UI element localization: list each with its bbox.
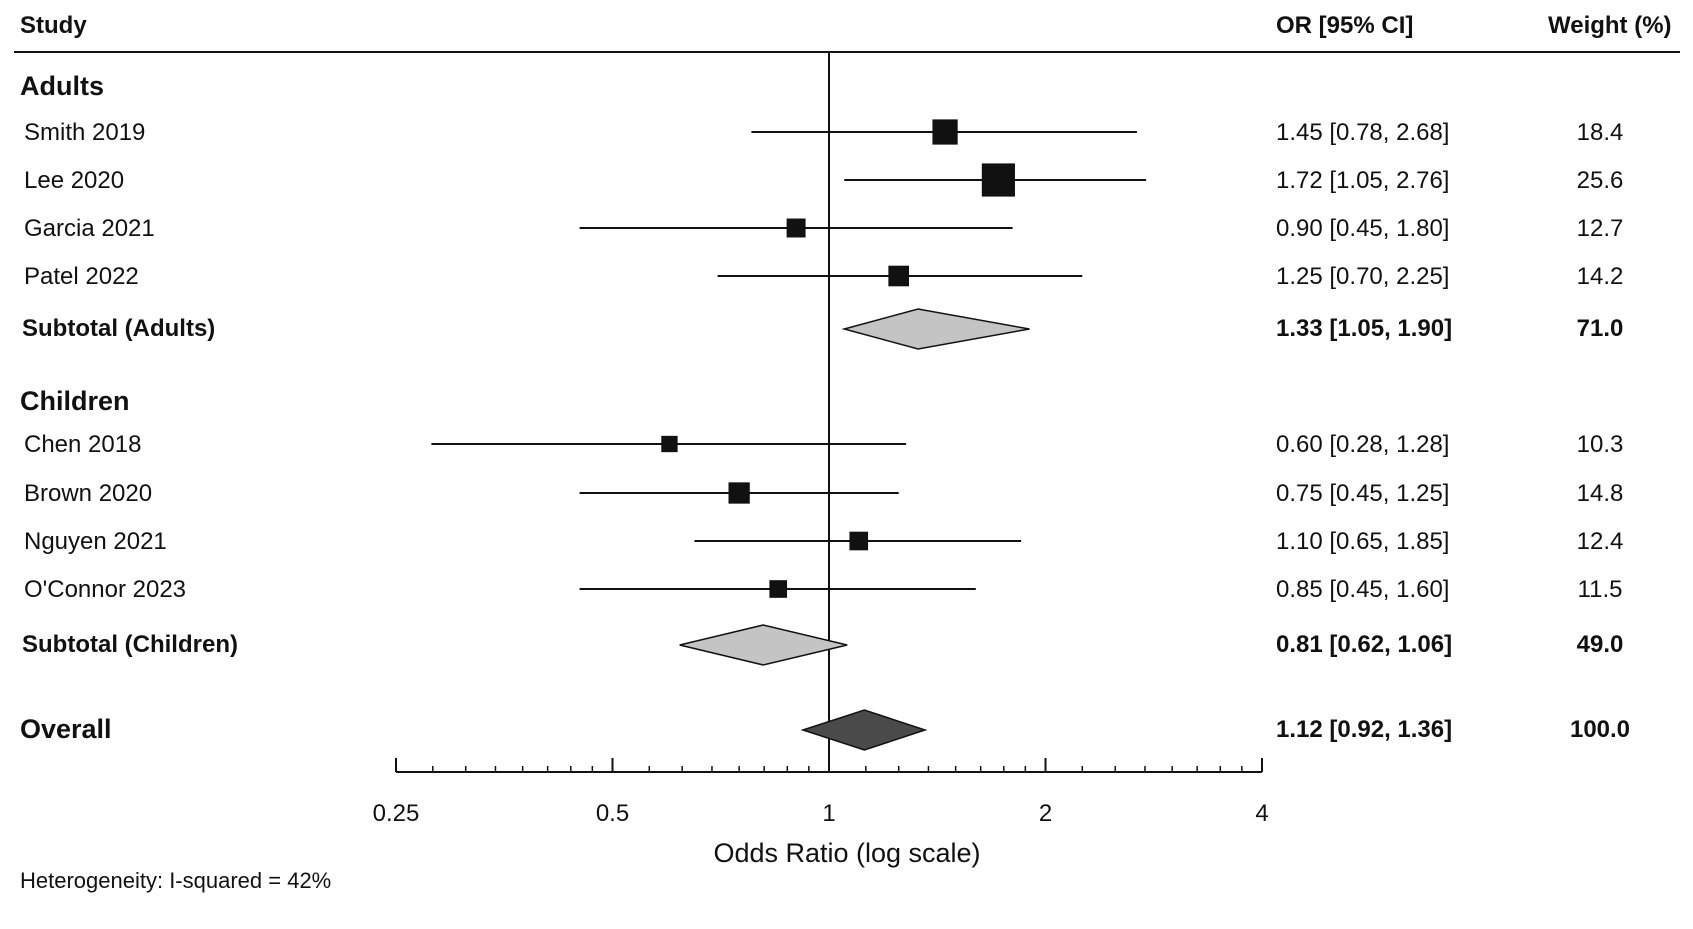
x-tick-label: 2: [1038, 800, 1053, 827]
study-name: Chen 2018: [24, 431, 142, 458]
study-or-ci: 1.45 [0.78, 2.68]: [1276, 119, 1450, 146]
study-or-ci: 1.72 [1.05, 2.76]: [1276, 167, 1450, 194]
study-marker: [932, 119, 958, 145]
header-or-ci: OR [95% CI]: [1276, 12, 1414, 39]
study-name: Nguyen 2021: [24, 528, 167, 555]
subtotal-or-ci: 1.33 [1.05, 1.90]: [1276, 315, 1453, 342]
study-weight: 12.4: [1576, 528, 1624, 555]
subtotal-weight: 49.0: [1576, 631, 1624, 658]
study-name: Garcia 2021: [24, 215, 155, 242]
subtotal-diamond: [841, 308, 1030, 350]
study-weight: 10.3: [1576, 431, 1624, 458]
x-tick-label: 1: [822, 800, 836, 827]
study-marker: [769, 580, 788, 598]
study-name: Lee 2020: [24, 167, 125, 194]
subtotal-or-ci: 0.81 [0.62, 1.06]: [1276, 631, 1453, 658]
subtotal-label: Subtotal (Children): [22, 631, 238, 658]
study-name: Patel 2022: [24, 263, 139, 290]
study-or-ci: 1.10 [0.65, 1.85]: [1276, 528, 1450, 555]
overall-or-ci: 1.12 [0.92, 1.36]: [1276, 716, 1453, 743]
overall-label: Overall: [20, 714, 112, 744]
group-label: Children: [20, 386, 130, 416]
study-name: Smith 2019: [24, 119, 146, 146]
x-tick-label: 0.5: [595, 800, 630, 827]
study-marker: [888, 265, 910, 287]
heterogeneity-note: Heterogeneity: I-squared = 42%: [20, 868, 332, 893]
overall-weight: 100.0: [1569, 716, 1631, 743]
study-marker: [786, 218, 806, 238]
study-or-ci: 1.25 [0.70, 2.25]: [1276, 263, 1450, 290]
study-marker: [981, 163, 1015, 197]
subtotal-weight: 71.0: [1576, 315, 1624, 342]
overall-diamond: [800, 709, 928, 751]
study-name: Brown 2020: [24, 480, 153, 507]
study-marker: [849, 531, 869, 551]
study-or-ci: 0.90 [0.45, 1.80]: [1276, 215, 1450, 242]
x-tick-label: 4: [1255, 800, 1269, 827]
study-or-ci: 0.85 [0.45, 1.60]: [1276, 576, 1450, 603]
study-marker: [728, 482, 750, 504]
header-study: Study: [20, 12, 87, 39]
x-tick-label: 0.25: [372, 800, 420, 827]
subtotal-label: Subtotal (Adults): [22, 315, 216, 342]
x-axis-label: Odds Ratio (log scale): [713, 838, 981, 868]
header-weight: Weight (%): [1548, 12, 1672, 39]
study-weight: 18.4: [1576, 119, 1624, 146]
study-weight: 14.8: [1576, 480, 1624, 507]
subtotal-diamond: [679, 624, 848, 666]
study-weight: 12.7: [1576, 215, 1624, 242]
study-or-ci: 0.60 [0.28, 1.28]: [1276, 431, 1450, 458]
group-label: Adults: [20, 71, 104, 101]
study-weight: 11.5: [1577, 576, 1623, 603]
study-name: O'Connor 2023: [24, 576, 187, 603]
study-marker: [661, 435, 678, 453]
study-weight: 25.6: [1576, 167, 1624, 194]
study-or-ci: 0.75 [0.45, 1.25]: [1276, 480, 1450, 507]
study-weight: 14.2: [1576, 263, 1624, 290]
